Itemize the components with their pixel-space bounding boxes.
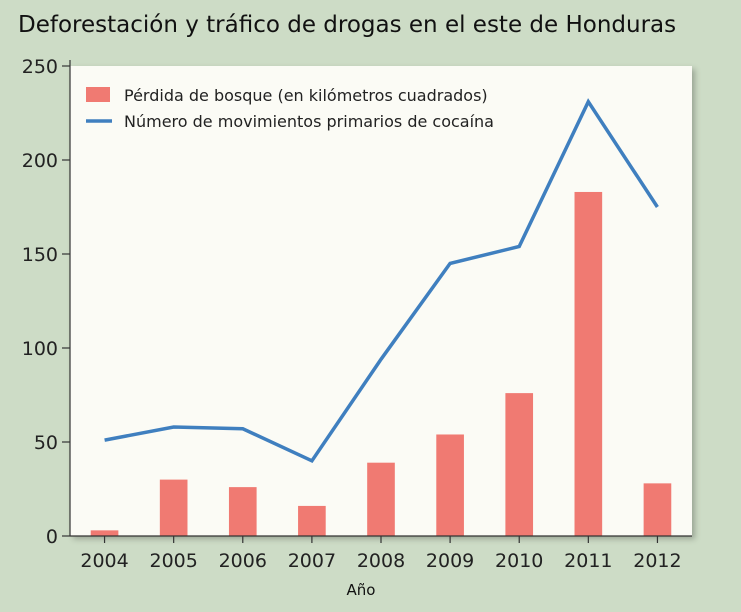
bar — [298, 505, 326, 536]
y-tick-label: 250 — [22, 56, 58, 78]
x-tick-label: 2010 — [495, 550, 543, 572]
x-axis: 2004 2005 2006 2007 2008 2009 2010 2011 2012 — [70, 535, 692, 572]
x-tick-label: 2011 — [564, 550, 612, 572]
legend-bar-label: Pérdida de bosque (en kilómetros cuadrad… — [124, 86, 488, 105]
x-tick-label: 2008 — [357, 550, 405, 572]
x-tick-label: 2006 — [219, 550, 267, 572]
y-tick-label: 200 — [22, 150, 58, 172]
bar — [643, 483, 672, 536]
y-axis: 0 50 100 150 200 250 — [22, 56, 71, 548]
legend-line-label: Número de movimientos primarios de cocaí… — [124, 112, 494, 131]
y-tick-label: 0 — [46, 526, 58, 548]
chart-title: Deforestación y tráfico de drogas en el … — [18, 12, 676, 38]
legend: Pérdida de bosque (en kilómetros cuadrad… — [86, 86, 494, 131]
x-tick-label: 2007 — [288, 550, 336, 572]
bar — [505, 393, 534, 536]
bar — [159, 479, 188, 536]
bar — [228, 487, 257, 536]
x-axis-label: Año — [347, 581, 376, 599]
bar — [367, 462, 395, 536]
bar — [436, 434, 464, 536]
y-tick-label: 50 — [34, 432, 58, 454]
line-path — [104, 98, 659, 464]
bar — [90, 530, 119, 536]
y-tick-label: 150 — [22, 244, 58, 266]
bar — [574, 191, 603, 536]
x-tick-label: 2004 — [80, 550, 128, 572]
x-tick-label: 2005 — [149, 550, 197, 572]
x-tick-label: 2009 — [426, 550, 474, 572]
line-series — [104, 98, 659, 464]
legend-bar-swatch — [86, 87, 110, 102]
bar-series — [90, 191, 672, 536]
y-tick-label: 100 — [22, 338, 58, 360]
x-tick-label: 2012 — [633, 550, 681, 572]
